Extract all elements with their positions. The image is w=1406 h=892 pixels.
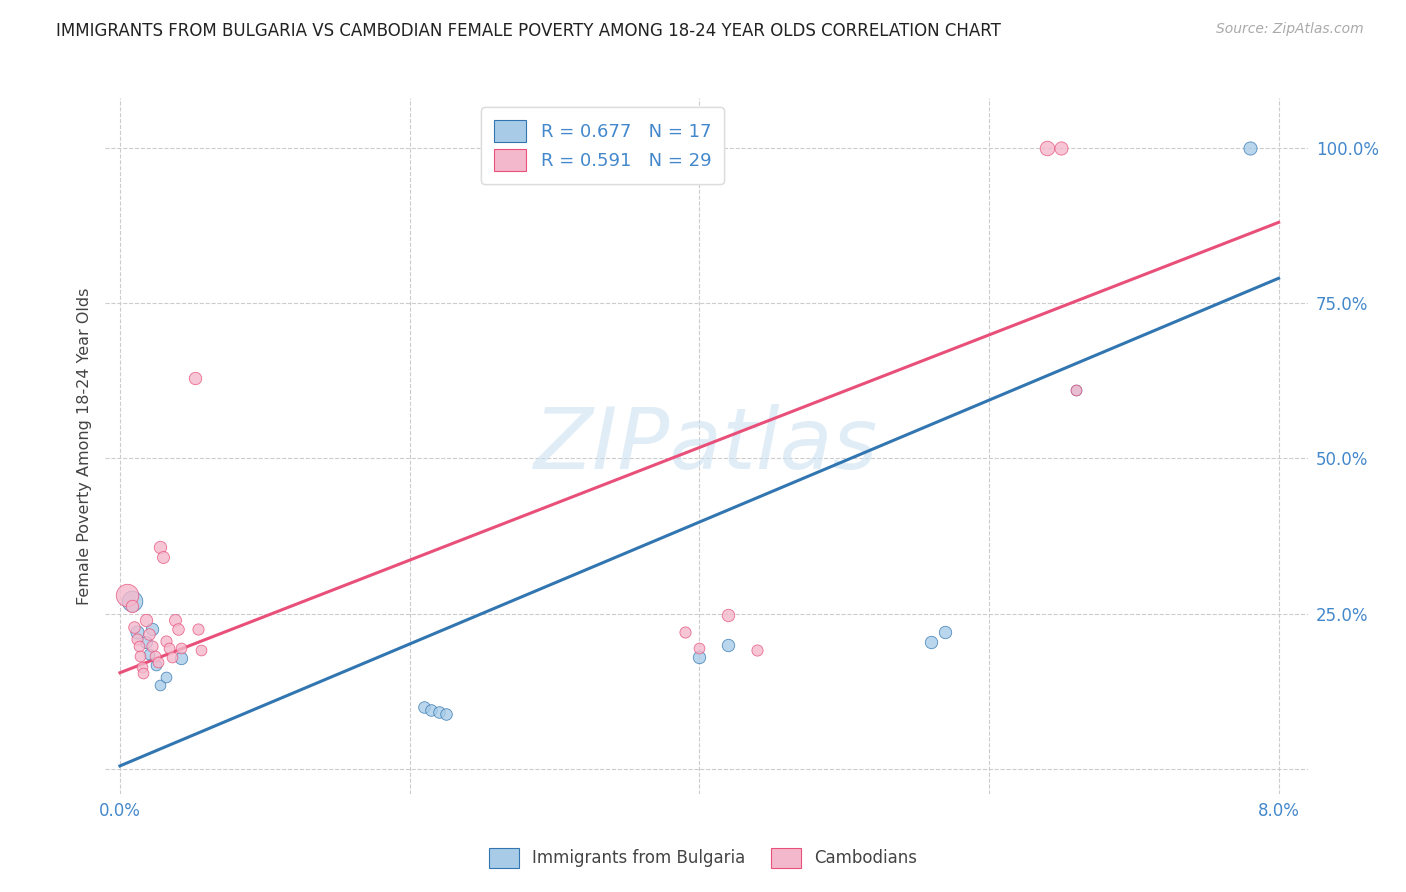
Point — [143, 648, 166, 663]
Point — [160, 650, 183, 665]
Legend: Immigrants from Bulgaria, Cambodians: Immigrants from Bulgaria, Cambodians — [482, 841, 924, 875]
Point — [717, 638, 740, 652]
Y-axis label: Female Poverty Among 18-24 Year Olds: Female Poverty Among 18-24 Year Olds — [76, 287, 91, 605]
Point — [170, 640, 193, 655]
Point — [149, 540, 172, 554]
Text: IMMIGRANTS FROM BULGARIA VS CAMBODIAN FEMALE POVERTY AMONG 18-24 YEAR OLDS CORRE: IMMIGRANTS FROM BULGARIA VS CAMBODIAN FE… — [56, 22, 1001, 40]
Text: ZIPatlas: ZIPatlas — [534, 404, 879, 488]
Point — [128, 639, 150, 653]
Point — [1239, 141, 1261, 155]
Point — [688, 650, 710, 665]
Point — [427, 705, 450, 719]
Point — [1064, 383, 1087, 397]
Point — [747, 642, 769, 657]
Text: Source: ZipAtlas.com: Source: ZipAtlas.com — [1216, 22, 1364, 37]
Point — [131, 659, 153, 673]
Legend: R = 0.677   N = 17, R = 0.591   N = 29: R = 0.677 N = 17, R = 0.591 N = 29 — [481, 107, 724, 184]
Point — [155, 670, 177, 684]
Point — [132, 665, 155, 680]
Point — [1036, 141, 1059, 155]
Point — [434, 707, 457, 722]
Point — [141, 639, 163, 653]
Point — [1064, 383, 1087, 397]
Point — [135, 634, 157, 648]
Point — [1050, 141, 1073, 155]
Point — [127, 632, 149, 646]
Point — [135, 613, 157, 627]
Point — [187, 622, 209, 636]
Point — [149, 678, 172, 692]
Point — [717, 607, 740, 622]
Point — [146, 655, 169, 669]
Point — [138, 647, 160, 661]
Point — [138, 626, 160, 640]
Point — [413, 699, 436, 714]
Point — [127, 625, 149, 640]
Point — [121, 594, 143, 608]
Point — [121, 599, 143, 614]
Point — [115, 588, 138, 602]
Point — [934, 625, 956, 640]
Point — [688, 640, 710, 655]
Point — [157, 640, 180, 655]
Point — [155, 634, 177, 648]
Point — [145, 657, 167, 672]
Point — [184, 370, 207, 384]
Point — [152, 549, 174, 564]
Point — [420, 703, 443, 717]
Point — [190, 642, 212, 657]
Point — [673, 625, 696, 640]
Point — [167, 622, 190, 636]
Point — [163, 613, 186, 627]
Point — [141, 622, 163, 636]
Point — [920, 634, 942, 648]
Point — [170, 651, 193, 665]
Point — [129, 648, 152, 663]
Point — [124, 620, 146, 634]
